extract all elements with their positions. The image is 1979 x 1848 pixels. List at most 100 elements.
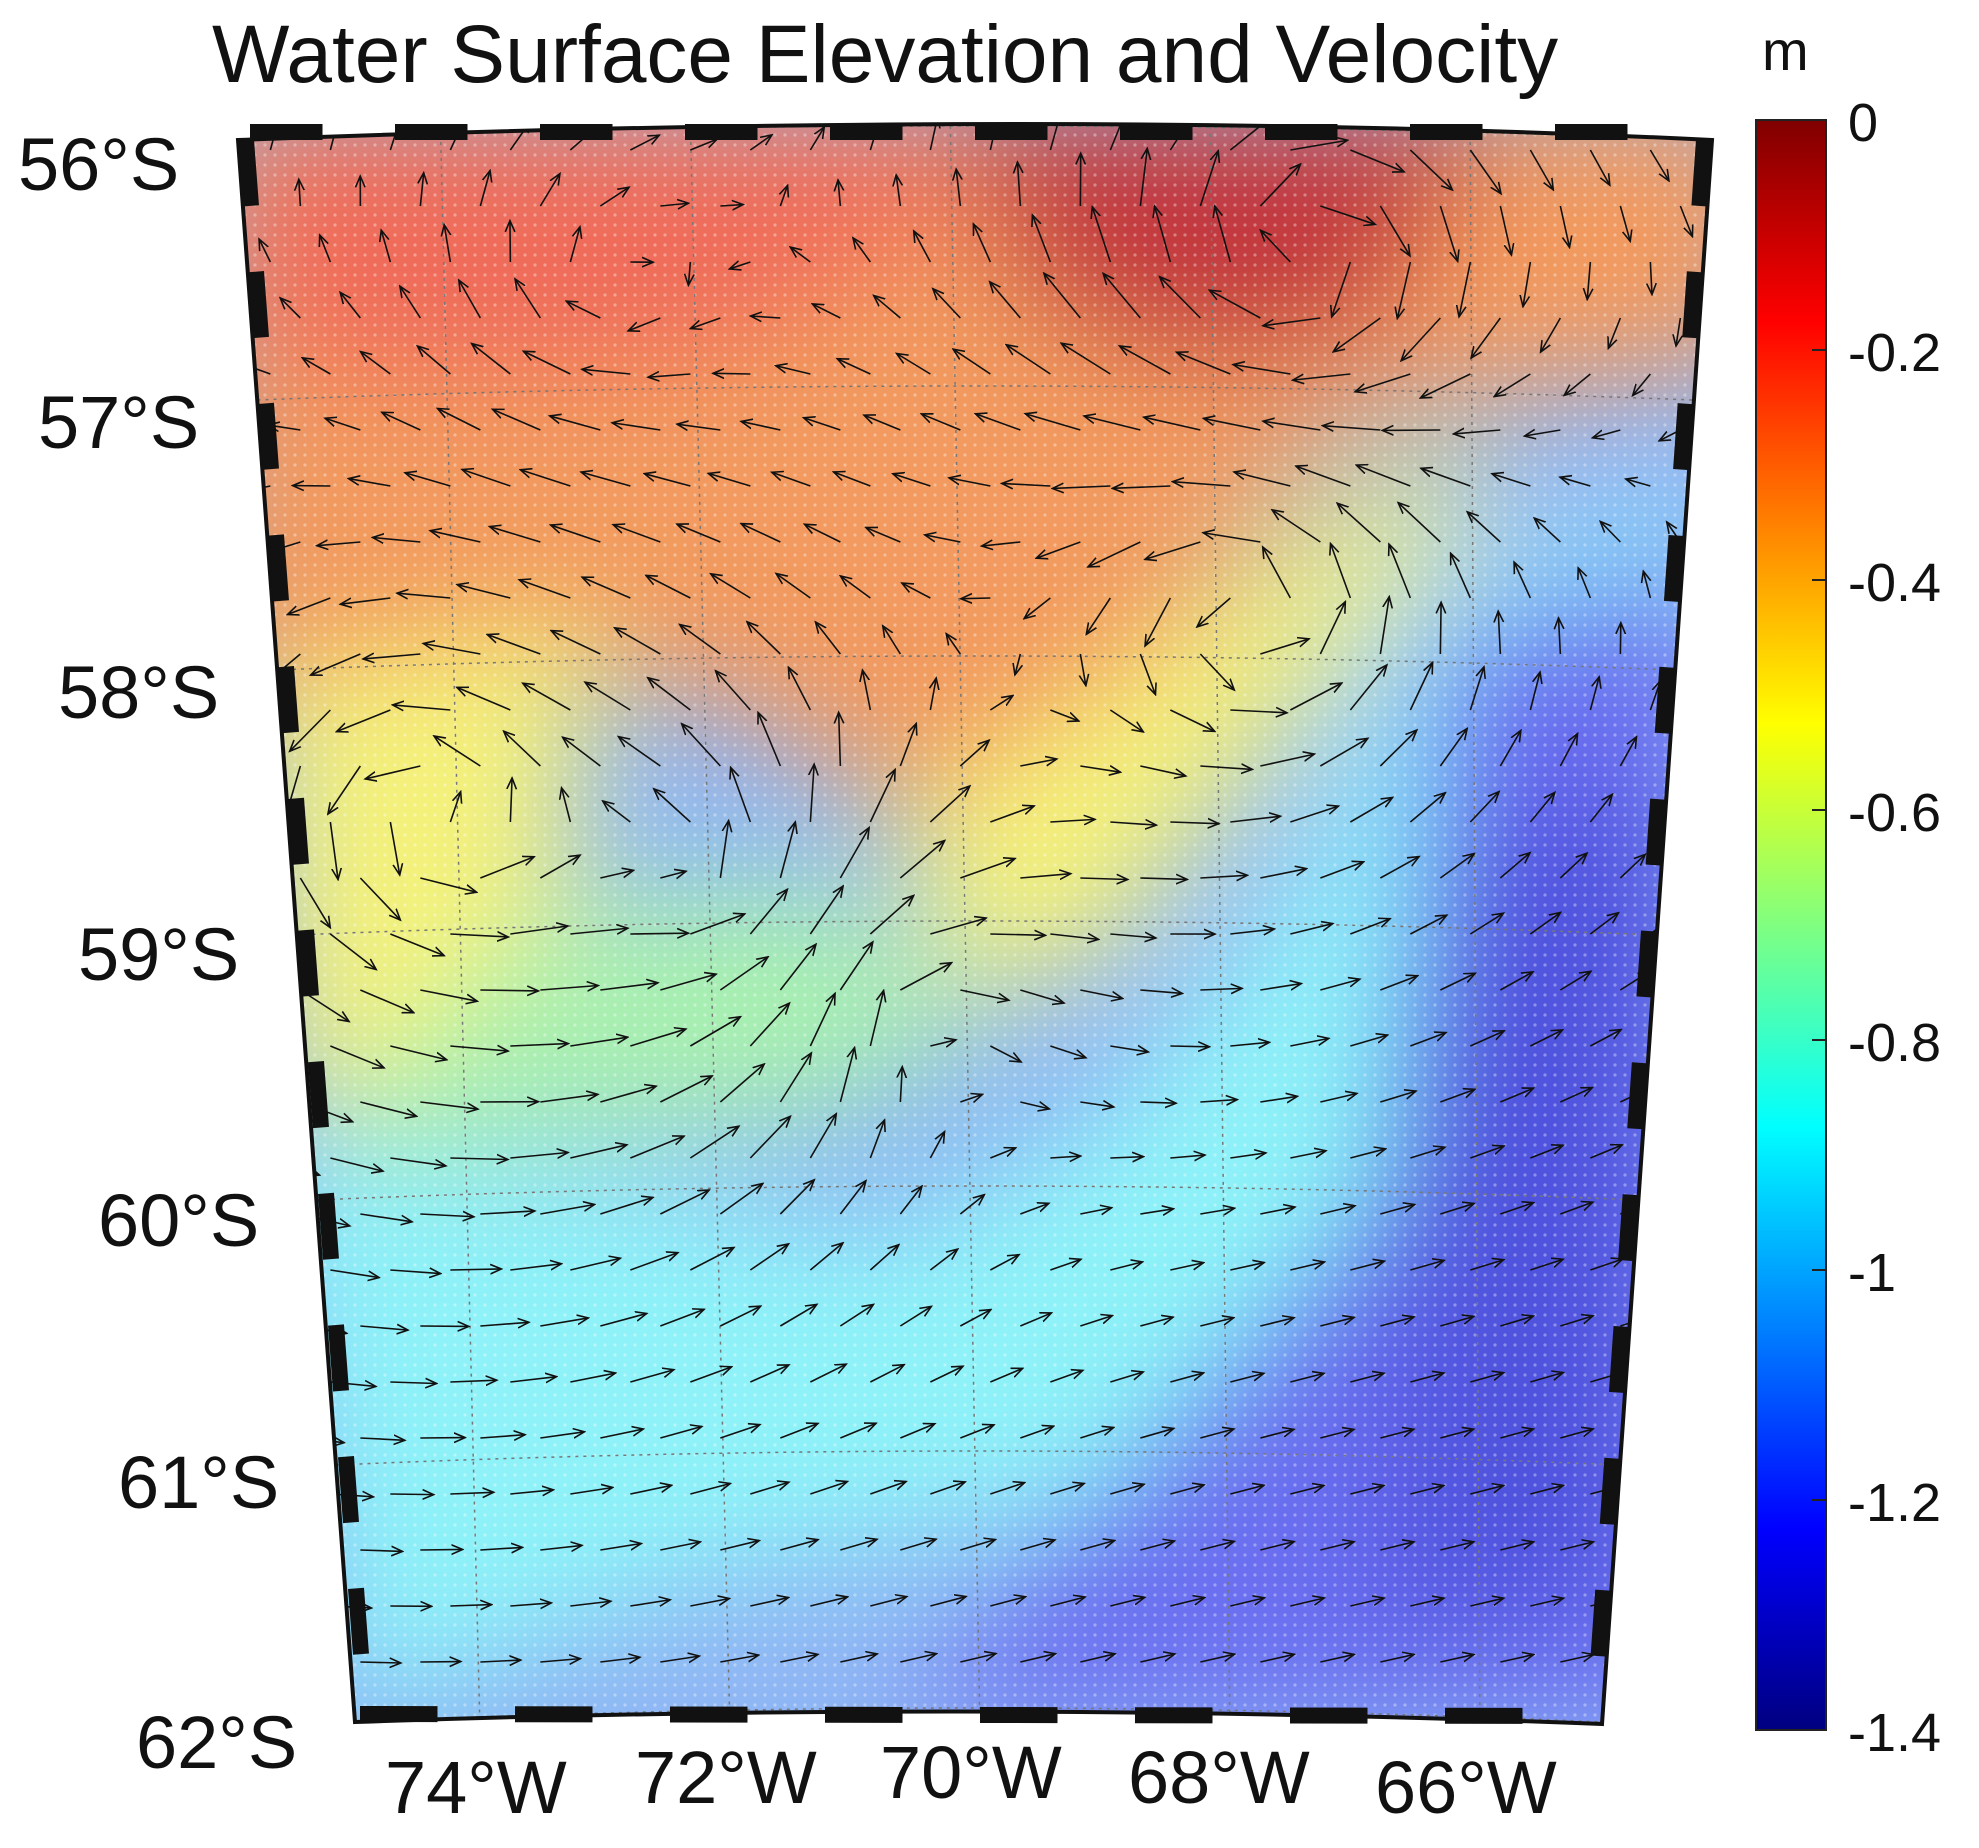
velocity-arrow	[328, 765, 362, 814]
velocity-arrow	[1560, 1429, 1593, 1439]
velocity-arrow	[838, 180, 840, 207]
velocity-arrow	[1690, 479, 1711, 486]
velocity-arrow	[869, 1245, 898, 1271]
velocity-arrow	[1084, 416, 1141, 431]
velocity-arrow	[1144, 417, 1201, 431]
velocity-arrow	[870, 1482, 906, 1495]
velocity-arrow	[659, 1076, 712, 1103]
velocity-arrow	[390, 933, 444, 956]
velocity-arrow	[982, 542, 1021, 546]
velocity-arrow	[1140, 765, 1185, 776]
velocity-arrow	[480, 1660, 520, 1662]
velocity-arrow	[1410, 1260, 1444, 1271]
velocity-arrow	[747, 622, 781, 655]
velocity-arrow	[893, 474, 931, 487]
velocity-arrow	[1199, 151, 1218, 207]
velocity-arrow	[340, 597, 391, 604]
velocity-arrow	[690, 317, 721, 329]
velocity-arrow	[1170, 1263, 1203, 1271]
velocity-arrow	[480, 1547, 522, 1550]
velocity-arrow	[1263, 421, 1321, 431]
velocity-arrow	[1263, 317, 1321, 326]
velocity-arrow	[644, 474, 691, 487]
velocity-arrow	[349, 479, 391, 487]
velocity-arrow	[1710, 1258, 1712, 1271]
velocity-arrow	[1260, 1096, 1297, 1102]
velocity-arrow	[1320, 1206, 1355, 1215]
velocity-arrow	[600, 1086, 656, 1103]
velocity-arrow	[690, 1599, 729, 1607]
velocity-arrow	[1080, 878, 1127, 880]
velocity-arrow	[539, 855, 580, 879]
velocity-arrow	[1290, 1038, 1328, 1047]
colorbar-ticks	[1812, 119, 1826, 1731]
lat-label-57: 57°S	[38, 381, 200, 464]
velocity-arrow	[930, 918, 986, 935]
velocity-arrow	[1469, 792, 1499, 823]
velocity-arrow	[1650, 1145, 1681, 1159]
velocity-arrow	[1397, 261, 1412, 319]
velocity-arrow	[1459, 261, 1472, 317]
velocity-arrow	[510, 1044, 568, 1046]
velocity-arrow	[1233, 365, 1291, 375]
velocity-arrow	[1050, 819, 1095, 822]
velocity-arrow	[1320, 1429, 1354, 1439]
velocity-arrow	[1293, 373, 1351, 380]
velocity-arrow	[1080, 1541, 1114, 1551]
velocity-arrow	[900, 1539, 936, 1551]
velocity-arrow	[363, 654, 421, 659]
velocity-arrow	[1320, 862, 1363, 879]
velocity-arrow	[1643, 571, 1650, 599]
velocity-arrow	[1350, 1486, 1384, 1495]
velocity-arrow	[929, 1249, 957, 1271]
velocity-arrow	[1560, 1316, 1593, 1327]
velocity-arrow	[1389, 544, 1412, 599]
velocity-arrow	[405, 473, 451, 487]
velocity-arrow	[780, 1423, 818, 1439]
velocity-arrow	[1319, 738, 1367, 767]
velocity-arrow	[1398, 503, 1441, 543]
velocity-arrow	[390, 1045, 446, 1060]
velocity-arrow	[990, 1368, 1022, 1383]
velocity-arrow	[1620, 1429, 1652, 1439]
velocity-arrow	[1337, 503, 1381, 543]
velocity-arrow	[660, 871, 686, 878]
velocity-arrow	[780, 1654, 818, 1663]
velocity-arrow	[269, 821, 280, 879]
velocity-arrow	[1289, 683, 1341, 711]
velocity-arrow	[585, 682, 631, 711]
velocity-arrow	[420, 1214, 473, 1217]
velocity-arrow	[311, 653, 361, 675]
velocity-arrow	[280, 298, 301, 319]
velocity-arrow	[510, 926, 567, 935]
velocity-arrow	[1470, 1146, 1504, 1159]
velocity-arrow	[1608, 317, 1622, 348]
lat-label-56: 56°S	[18, 123, 180, 206]
velocity-arrow	[581, 472, 631, 487]
velocity-arrow	[690, 139, 717, 151]
velocity-arrow	[660, 1427, 701, 1439]
velocity-arrow	[360, 1213, 412, 1222]
velocity-arrow	[630, 1600, 670, 1606]
velocity-arrow	[1710, 1371, 1712, 1383]
velocity-arrow	[1600, 521, 1621, 543]
velocity-arrow	[1499, 972, 1533, 991]
velocity-arrow	[930, 1366, 963, 1383]
graticule-lon	[949, 124, 981, 1724]
frame-tick	[278, 666, 299, 734]
velocity-arrow	[288, 597, 331, 615]
velocity-arrow	[1350, 1149, 1385, 1159]
velocity-arrow	[1529, 149, 1553, 190]
velocity-arrow	[520, 470, 571, 487]
velocity-arrow	[1333, 317, 1381, 352]
velocity-arrow	[690, 1484, 730, 1495]
velocity-arrow	[1140, 1317, 1173, 1327]
velocity-arrow	[1650, 1372, 1682, 1383]
velocity-arrow	[600, 1657, 640, 1662]
velocity-arrow	[1356, 465, 1411, 487]
velocity-arrow	[1200, 875, 1247, 878]
velocity-arrow	[1626, 479, 1651, 486]
velocity-arrow	[1110, 1046, 1148, 1052]
velocity-arrow	[299, 877, 330, 928]
